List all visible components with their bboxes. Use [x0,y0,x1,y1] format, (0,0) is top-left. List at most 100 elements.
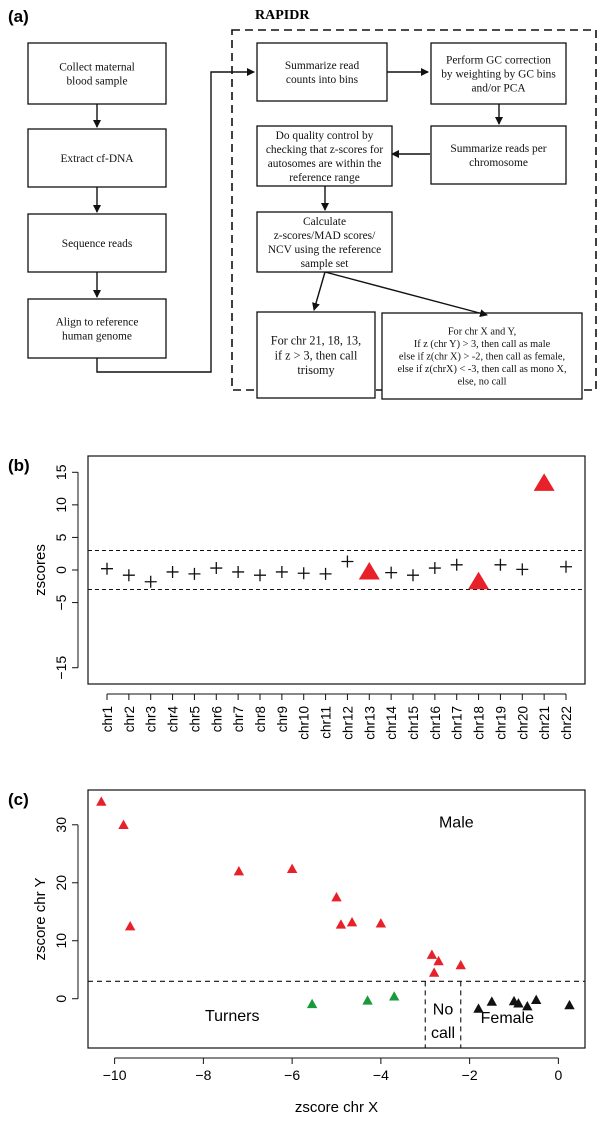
panel-c-point-black-0 [473,1003,484,1013]
panel-b-point-chr18 [468,571,490,590]
panel-b-point-chr12 [341,555,354,568]
panel-b-xtick-label-chr3: chr3 [144,706,159,732]
panel-b-xtick-label-chr12: chr12 [340,706,355,740]
panel-c-point-red-7 [346,916,358,927]
panel-c-point-black-5 [530,994,542,1005]
panel-b-point-chr7 [232,565,245,578]
panel-b-xtick-label-chr5: chr5 [187,706,202,732]
panel-c-point-black-6 [564,999,575,1010]
panel-c-point-red-4 [286,863,298,874]
panel-c-ytick-label: 30 [53,817,69,833]
panel-c-region-male: Male [439,815,474,832]
box-collect-sample: Collect maternal blood sample [27,42,167,105]
panel-c-xtick-label: −4 [373,1067,389,1083]
panel-b-xtick-label-chr18: chr18 [472,706,487,740]
panel-c-point-black-3 [513,998,524,1008]
panel-c-point-red-6 [335,919,347,929]
panel-b-point-chr13 [358,561,380,580]
box-calculate-scores: Calculate z-scores/MAD scores/NCV using t… [256,211,393,273]
panel-b-point-chr19 [494,558,507,571]
panel-b-point-chr22 [560,560,572,573]
panel-b-ytick-label: 10 [53,497,69,513]
panel-c-point-green-2 [388,991,400,1001]
panel-b-xtick-label-chr14: chr14 [384,706,399,740]
panel-c-xlabel: zscore chr X [295,1099,378,1116]
panel-b-ytick-label: −5 [53,594,69,610]
box-extract-dna-text: Extract cf-DNA [60,153,134,165]
rapidr-group-border [231,29,597,391]
panel-c-point-black-4 [522,1001,533,1011]
panel-c-xtick-label: 0 [554,1067,562,1083]
panel-c-point-red-11 [428,967,440,977]
panel-b-point-chr5 [188,567,201,580]
panel-b-ytick-label: 5 [53,533,69,541]
panel-b-xtick-label-chr13: chr13 [362,706,377,740]
box-extract-dna: Extract cf-DNA [27,128,167,188]
panel-b-point-chr21 [533,473,555,491]
panel-b-xtick-label-chr2: chr2 [122,706,137,732]
panel-b-point-chr3 [144,575,157,588]
panel-b-xtick-label-chr6: chr6 [209,706,224,732]
box-quality-control: Do quality control by checking that z-sco… [256,125,393,187]
box-summarize-bins-text: Summarize read counts into bins [285,60,360,86]
panel-c-region-female: Female [481,1010,534,1027]
panel-b-chart: (b) −15 −5 0 5 10 15 zscores chr1 chr2 chr3 chr4 chr… [8,455,586,740]
panel-c-point-red-8 [375,918,387,928]
box-calculate-scores-text: Calculate z-scores/MAD scores/NCV using t… [268,216,381,270]
panel-c-point-black-1 [486,996,498,1006]
panel-b-ytick-label: 0 [53,566,69,574]
panel-c-ytick-label: 10 [53,933,69,949]
panel-c-region-no-call-1: No [433,1001,454,1018]
panel-b-point-chr17 [450,558,463,571]
panel-c-point-red-10 [433,955,444,966]
box-collect-sample-text: Collect maternal blood sample [59,62,135,88]
flowchart-arrows [93,68,503,373]
panel-b-point-chr8 [254,569,266,582]
panel-c-point-red-2 [124,921,136,931]
panel-b-xtick-label-chr20: chr20 [515,706,530,740]
panel-b-point-chr1 [101,562,113,575]
panel-b-xtick-label-chr15: chr15 [406,706,421,740]
panel-b-xtick-label-chr11: chr11 [319,706,334,739]
rapidr-title: RAPIDR [255,8,310,23]
panel-b-xtick-label-chr16: chr16 [428,706,443,740]
panel-c-chart: (c) 0 10 20 30 zscore chr Y −10 −8 −6 −4 −2 0 zscore… [8,789,586,1116]
arrow-calc-to-sex [324,271,488,318]
panel-b-xtick-label-chr10: chr10 [297,706,312,740]
box-sequence-reads-text: Sequence reads [62,238,133,250]
arrow-align-to-bins [96,68,255,373]
panel-c-region-turners: Turners [205,1008,260,1025]
panel-b-xtick-label-chr7: chr7 [231,706,246,732]
panel-c-point-red-3 [233,865,245,876]
box-summarize-chromosome-text: Summarize reads per chromosome [450,143,546,169]
box-quality-control-text: Do quality control by checking that z-sco… [266,130,384,184]
panel-c-xtick-label: −6 [284,1067,300,1083]
panel-c-label: (c) [8,790,29,809]
panel-c-point-green-0 [306,998,318,1009]
panel-c-region-no-call-2: call [431,1025,455,1042]
panel-b-plot-frame [87,455,586,685]
panel-b-point-chr11 [319,567,332,580]
panel-b-label: (b) [8,456,30,475]
panel-b-ytick-label: 15 [53,464,69,480]
panel-c-xtick-label: −10 [103,1067,127,1083]
box-summarize-bins: Summarize read counts into bins [256,42,388,102]
panel-c-ytick-label: 20 [53,875,69,891]
panel-b-point-chr20 [516,563,529,576]
panel-b-point-chr9 [275,565,288,578]
panel-b-xtick-label-chr8: chr8 [253,706,268,732]
panel-b-point-chr2 [122,569,135,582]
panel-c-ylabel: zscore chr Y [32,877,49,960]
panel-b-point-chr6 [210,562,223,575]
panel-b-point-chr15 [407,569,419,582]
panel-b-xtick-label-chr19: chr19 [493,706,508,740]
panel-b-point-chr4 [166,565,179,578]
panel-c-xtick-label: −2 [462,1067,478,1083]
panel-b-ylabel: zscores [32,544,49,596]
box-sex-chromosome-rule-text: For chr X and Y, If z (chr Y) > 3, then c… [397,326,566,387]
panel-c-point-red-5 [331,892,342,902]
panel-b-xtick-label-chr17: chr17 [450,706,465,740]
panel-c-plot-frame [87,789,586,1049]
panel-b-xtick-label-chr9: chr9 [275,706,290,732]
